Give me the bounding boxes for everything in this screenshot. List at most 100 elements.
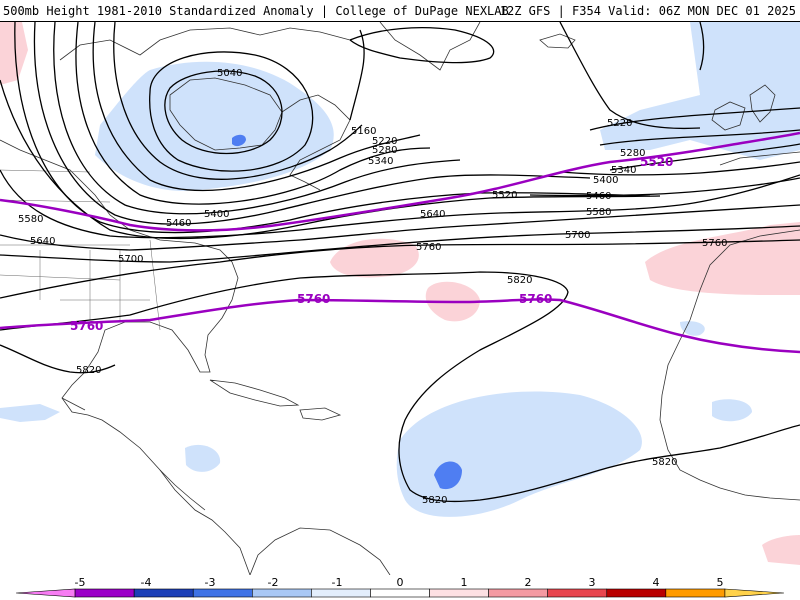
colorbar-segment: [547, 588, 608, 598]
contour-arctic: [349, 27, 495, 64]
colorbar-segment: [429, 588, 489, 598]
colorbar: -5 -4 -3 -2 -1 0 1 2 3 4 5: [0, 575, 800, 600]
contour-5100: [149, 51, 314, 172]
contour-label: 5400: [204, 209, 229, 220]
contour-label: 5040: [217, 68, 242, 79]
contour-5460b: [529, 177, 800, 197]
map-title: 500mb Height 1981-2010 Standardized Anom…: [3, 4, 509, 18]
contour-5220a: [92, 22, 421, 191]
contour-label: 5640: [30, 236, 55, 247]
positive-anomaly-area: [330, 238, 419, 278]
colorbar-segment: [370, 588, 430, 598]
contour-label: 5160: [351, 126, 376, 137]
contour-5280a: [75, 22, 431, 205]
contour-5580a: [0, 169, 800, 239]
contour-label: 5400: [593, 175, 618, 186]
negative-anomaly-area: [0, 404, 60, 422]
hispaniola-coast: [299, 407, 342, 421]
colorbar-tick: -4: [140, 576, 152, 589]
colorbar-segment: [133, 588, 194, 598]
contour-label: 5340: [611, 165, 636, 176]
colorbar-segment: [74, 588, 135, 598]
contour-5340b: [609, 143, 800, 171]
contour-5520a: [0, 79, 661, 240]
colorbar-scale: [15, 588, 785, 598]
labrador-coast: [281, 94, 351, 191]
contour-5760: [0, 239, 800, 299]
highlight-contour-label: 5760: [70, 319, 103, 333]
negative-anomaly-core: [434, 461, 462, 490]
coastlines: [0, 22, 800, 575]
greenland-coast: [379, 22, 481, 71]
colorbar-segment: [15, 588, 76, 598]
colorbar-tick: -2: [267, 576, 279, 589]
contour-label: 5280: [620, 148, 645, 159]
contour-5700a: [0, 225, 800, 263]
contour-label: 5760: [416, 242, 441, 253]
colorbar-tick: -3: [204, 576, 216, 589]
iberia-coast: [719, 151, 800, 166]
positive-anomaly-area: [762, 535, 800, 565]
contour-label: 5700: [565, 230, 590, 241]
central-america-coast: [61, 397, 206, 511]
colorbar-segment: [606, 588, 667, 598]
contour-north-loop: [349, 29, 365, 121]
contour-5160: [113, 22, 363, 180]
positive-anomaly-area: [645, 222, 800, 295]
hudson-bay-coast: [169, 77, 283, 151]
contour-5220b: [589, 107, 800, 131]
colorbar-segment: [488, 588, 548, 598]
contour-5280b: [599, 129, 800, 146]
map-header: 500mb Height 1981-2010 Standardized Anom…: [0, 0, 800, 22]
contour-5520-highlight: [0, 131, 800, 232]
north-america-coast: [0, 139, 251, 575]
negative-anomaly-area: [712, 399, 752, 422]
cuba-coast: [209, 379, 300, 407]
contour-ne-atlantic: [559, 22, 701, 130]
canada-arctic-coast: [59, 27, 351, 61]
contour-label: 5340: [368, 156, 393, 167]
contour-label: 5700: [118, 254, 143, 265]
highlight-contour-label: 5760: [297, 292, 330, 306]
south-america-coast: [249, 527, 391, 575]
contour-5820a: [0, 271, 800, 503]
british-isles-coast: [711, 84, 776, 131]
negative-anomaly-area: [680, 321, 705, 336]
positive-anomaly-area: [0, 22, 28, 85]
highlight-labels: 5520 5760 5760 5760: [70, 155, 673, 333]
negative-anomaly-area: [95, 61, 334, 191]
negative-anomaly-area: [185, 444, 221, 472]
contour-label: 5220: [372, 136, 397, 147]
contour-5040: [164, 70, 283, 155]
colorbar-tick: 0: [396, 576, 404, 589]
colorbar-segment: [665, 588, 726, 598]
negative-anomaly-core: [232, 134, 246, 147]
contour-label: 5820: [507, 275, 532, 286]
contour-5460a: [14, 22, 651, 234]
colorbar-segment: [192, 588, 253, 598]
colorbar-tick: 5: [716, 576, 724, 589]
colorbar-segment: [252, 588, 312, 598]
model-run-info: 12Z GFS | F354 Valid: 06Z MON DEC 01 202…: [499, 4, 796, 18]
contour-5820b: [0, 344, 116, 374]
contour-5640a: [0, 204, 800, 251]
colorbar-tick: 1: [460, 576, 468, 589]
colorbar-segment: [724, 588, 785, 598]
contour-label: 5640: [420, 209, 445, 220]
colorbar-tick: -1: [331, 576, 343, 589]
highlight-contour-label: 5520: [640, 155, 673, 169]
contour-5400a: [33, 22, 591, 225]
contour-label: 5820: [652, 457, 677, 468]
contour-ne-atlantic-2: [699, 22, 705, 71]
contour-label: 5520: [492, 190, 517, 201]
contour-label: 5820: [76, 365, 101, 376]
contour-label: 5460: [166, 218, 191, 229]
contour-label: 5220: [607, 118, 632, 129]
contour-label: 5580: [586, 207, 611, 218]
height-contours: [0, 22, 800, 503]
contour-label: 5820: [422, 495, 447, 506]
contour-5400b: [559, 161, 800, 176]
contour-5340a: [53, 22, 461, 215]
contour-labels: 5040 5160 5220 5280 5340 5400 5460 5220 …: [18, 68, 727, 506]
highlighted-contours: [0, 131, 800, 354]
